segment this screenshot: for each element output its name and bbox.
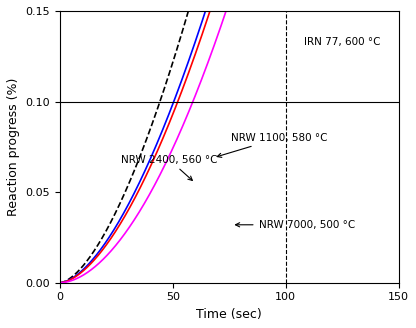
Text: NRW 2400, 560 °C: NRW 2400, 560 °C [121, 154, 217, 180]
Text: NRW 1100, 580 °C: NRW 1100, 580 °C [217, 133, 328, 157]
Text: NRW 7000, 500 °C: NRW 7000, 500 °C [235, 220, 355, 230]
X-axis label: Time (sec): Time (sec) [196, 308, 262, 321]
Text: IRN 77, 600 °C: IRN 77, 600 °C [304, 37, 380, 47]
Y-axis label: Reaction progress (%): Reaction progress (%) [7, 78, 20, 216]
